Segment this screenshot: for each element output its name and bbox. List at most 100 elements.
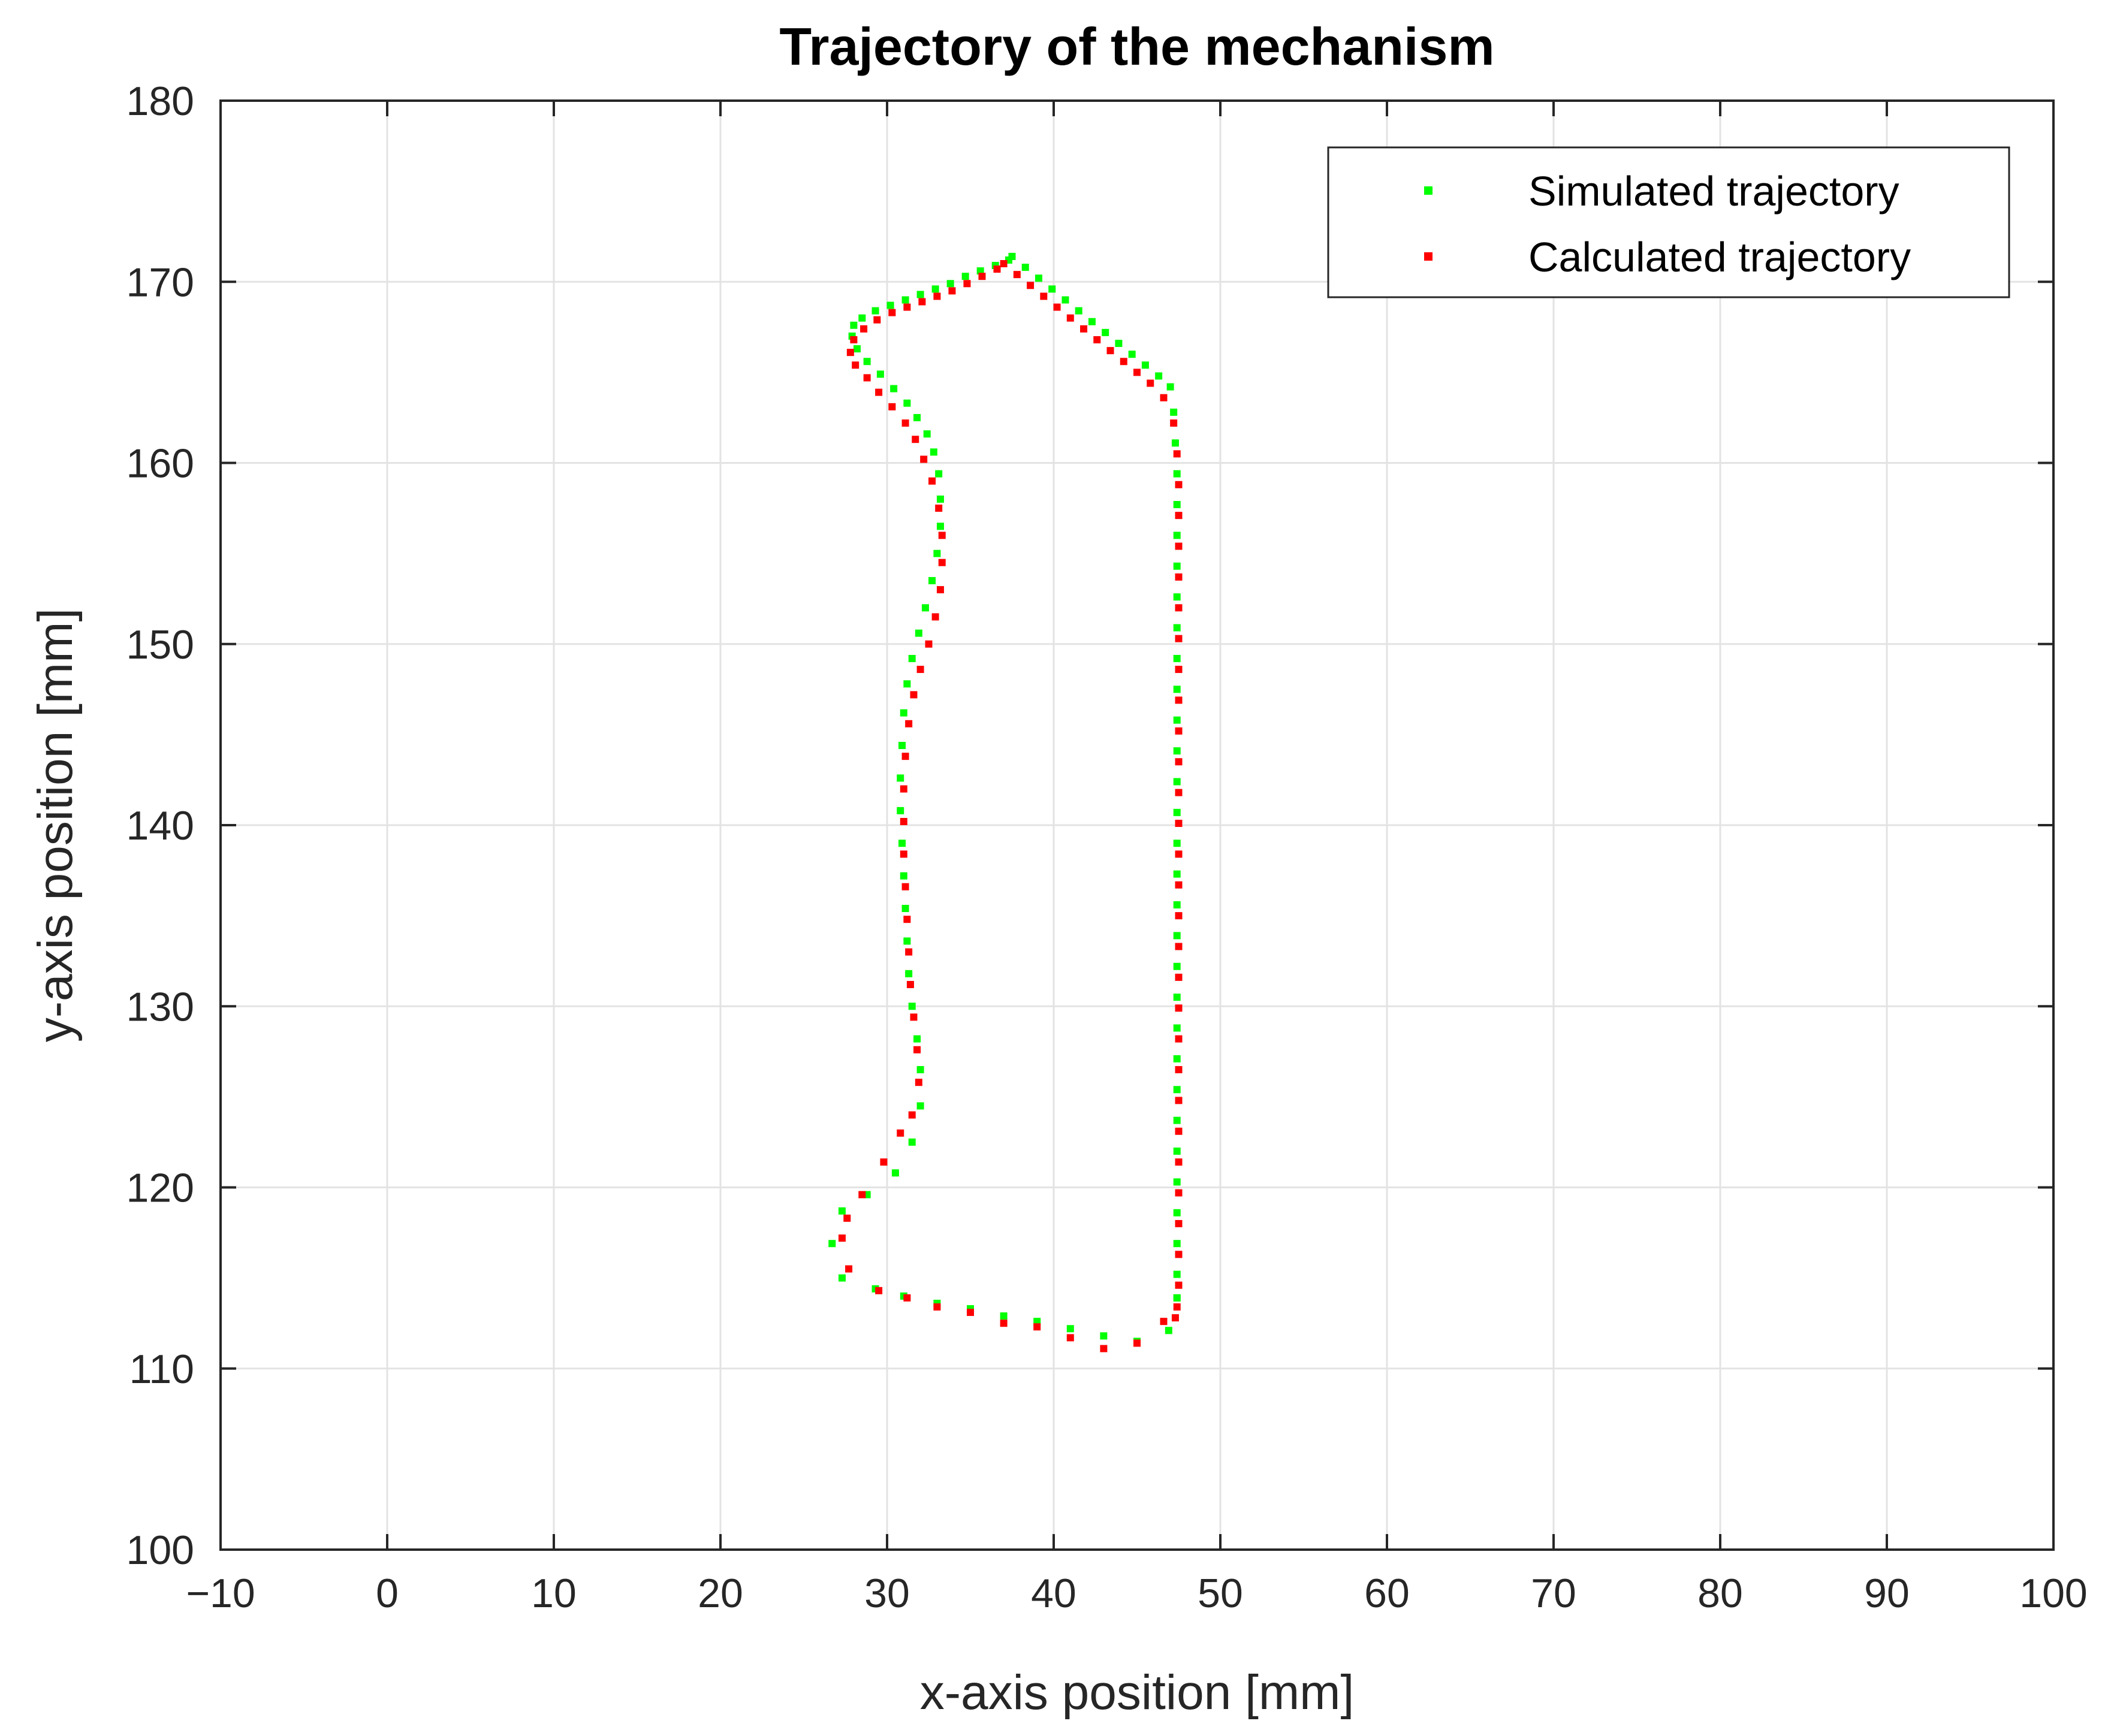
data-point [1175, 789, 1183, 796]
data-point [978, 273, 986, 280]
x-axis-label: x-axis position [mm] [920, 1665, 1355, 1720]
data-point [1171, 1314, 1179, 1322]
data-point [888, 403, 896, 410]
data-point [1175, 819, 1183, 827]
data-point [1173, 470, 1181, 478]
data-point [901, 905, 909, 913]
data-point [1000, 260, 1008, 268]
data-point [871, 307, 879, 315]
data-point [1175, 1004, 1183, 1012]
data-point [1021, 264, 1029, 271]
legend-marker-simulated [1424, 186, 1433, 195]
data-point [1175, 973, 1183, 981]
data-point [1080, 325, 1088, 333]
data-point [850, 321, 858, 329]
data-point [1170, 408, 1178, 416]
data-point [1173, 962, 1181, 970]
data-point [875, 388, 883, 396]
legend: Simulated trajectory Calculated trajecto… [1327, 146, 2010, 298]
data-point [1173, 778, 1181, 786]
data-point [901, 753, 909, 760]
data-point [1173, 870, 1181, 878]
data-point [1115, 340, 1123, 348]
data-point [1155, 372, 1163, 380]
series-layer [828, 252, 1183, 1352]
data-point [1175, 1097, 1183, 1104]
data-point [948, 287, 956, 295]
legend-label-simulated: Simulated trajectory [1528, 168, 1899, 215]
data-point [888, 309, 896, 316]
data-point [838, 1234, 846, 1242]
data-point [1053, 303, 1061, 311]
data-point [908, 1138, 916, 1146]
data-point [901, 296, 909, 304]
data-point [1175, 1158, 1183, 1166]
data-point [1175, 727, 1183, 735]
data-point [1173, 840, 1181, 847]
legend-box [1327, 146, 2010, 298]
data-point [1175, 912, 1183, 920]
data-point [897, 807, 904, 814]
data-point [903, 1294, 911, 1302]
data-point [900, 872, 907, 880]
y-tick-label: 110 [129, 1346, 194, 1392]
data-point [905, 720, 913, 727]
data-point [852, 361, 860, 369]
data-point [933, 292, 941, 300]
data-point [880, 1158, 888, 1166]
data-point [920, 455, 928, 463]
data-point [898, 742, 906, 750]
data-point [1173, 532, 1181, 539]
data-point [858, 314, 866, 322]
chart-title: Trajectory of the mechanism [779, 17, 1494, 76]
data-point [838, 1207, 846, 1215]
data-point [1173, 686, 1181, 693]
data-point [910, 691, 918, 699]
y-axis-label: y-axis position [mm] [28, 608, 83, 1043]
data-point [1048, 285, 1056, 293]
data-point [1175, 635, 1183, 642]
data-point [1175, 1281, 1183, 1289]
data-point [1175, 481, 1183, 488]
data-point [1027, 282, 1035, 289]
data-point [903, 680, 911, 688]
data-point [1175, 512, 1183, 520]
data-point [901, 419, 909, 427]
data-point [906, 980, 914, 988]
data-point [1173, 624, 1181, 632]
data-point [936, 495, 944, 503]
data-point [1141, 361, 1149, 369]
data-point [1000, 1312, 1008, 1320]
data-point [908, 1003, 916, 1010]
data-point [908, 654, 916, 662]
data-point [1173, 994, 1181, 1001]
data-point [1173, 1240, 1181, 1248]
data-point [1173, 593, 1181, 601]
data-point [838, 1274, 846, 1282]
x-tick-labels: −10 0 10 20 30 40 50 60 70 80 90 100 [186, 1571, 2087, 1616]
data-point [1066, 1334, 1074, 1342]
x-tick-label: 10 [531, 1571, 577, 1616]
data-point [1133, 369, 1141, 376]
data-point [936, 523, 944, 530]
data-point [1173, 901, 1181, 908]
data-point [1160, 394, 1168, 401]
data-point [897, 774, 904, 782]
data-point [913, 1035, 921, 1043]
data-point [916, 291, 924, 298]
x-tick-label: 40 [1031, 1571, 1076, 1616]
data-point [946, 280, 954, 288]
data-point [938, 532, 946, 539]
data-point [1173, 562, 1181, 570]
data-point [936, 586, 944, 594]
data-point [891, 1169, 899, 1177]
data-point [1173, 716, 1181, 724]
data-point [963, 280, 971, 288]
data-point [918, 298, 926, 306]
y-tick-label: 150 [126, 622, 194, 668]
data-point [967, 1309, 974, 1317]
y-tick-labels: 100 110 120 130 140 150 160 170 180 [126, 79, 194, 1573]
data-point [928, 576, 936, 584]
data-point [916, 1102, 924, 1110]
data-point [1066, 314, 1074, 322]
